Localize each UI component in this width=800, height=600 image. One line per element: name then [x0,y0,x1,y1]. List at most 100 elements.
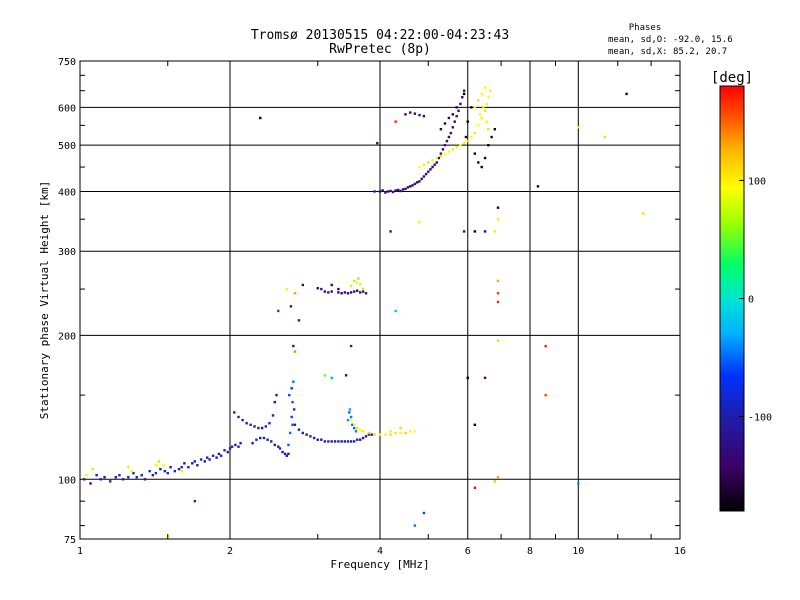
data-point [464,135,468,139]
data-point [443,122,447,125]
data-point [642,212,645,215]
data-point [577,126,580,129]
data-point [193,499,197,503]
data-point [337,291,340,294]
data-point [330,440,333,443]
data-point [297,428,301,431]
data-point [237,415,240,419]
data-point [348,411,351,414]
data-point [399,189,402,193]
data-point [355,438,359,441]
data-point [103,476,106,479]
data-point [355,281,359,284]
data-point [477,99,480,102]
data-point [316,287,319,290]
data-point [536,185,540,188]
data-point [389,430,392,433]
data-point [404,187,407,191]
data-point [166,471,169,475]
data-point [364,292,368,295]
data-point [83,478,86,481]
data-point [289,305,293,308]
data-point [462,92,466,96]
data-point [127,476,130,479]
data-point [260,426,264,430]
data-point [349,284,353,287]
data-point [441,148,445,151]
data-point [239,441,242,445]
data-point [226,450,230,454]
data-point [349,291,353,294]
data-point [241,418,244,422]
data-point [473,131,477,135]
data-point [180,469,183,473]
data-point [361,290,365,293]
data-point [603,135,606,139]
data-point [233,411,236,414]
data-point [151,473,155,477]
data-point [443,143,447,147]
data-point [268,422,271,425]
data-point [439,152,443,155]
chart-title: Tromsø 20130515 04:22:00-04:23:43 [251,28,509,43]
data-point [373,190,376,193]
data-point [473,423,477,427]
data-point [154,471,158,475]
data-point [473,106,477,109]
colorbar-tick-label: 100 [748,176,766,187]
data-point [435,156,438,160]
data-point [180,465,183,469]
data-point [496,339,500,342]
data-point [496,279,500,283]
data-point [251,441,254,445]
chart-subtitle: RwPretec (8p) [329,42,431,57]
data-point [193,460,197,463]
data-point [378,433,382,436]
data-point [292,344,295,348]
data-point [480,116,483,120]
y-tick-label: 400 [58,187,76,198]
phase-stats-x: mean, sd,X: 85.2, 20.7 [608,47,727,57]
data-point [399,431,402,435]
x-tick-label: 2 [227,546,233,557]
data-point [292,380,295,383]
data-point [346,292,350,295]
y-tick-label: 600 [58,103,76,114]
data-point [473,486,477,489]
data-point [461,95,464,99]
data-point [183,462,186,465]
data-point [340,292,343,295]
data-point [349,415,353,419]
data-point [278,447,282,450]
data-point [447,116,451,120]
data-point [277,309,280,313]
data-point [470,106,473,109]
data-point [373,433,376,436]
data-point [457,109,460,113]
data-point [275,393,278,397]
data-point [266,438,269,441]
data-point [358,438,362,441]
y-tick-label: 200 [58,331,76,342]
data-point [394,120,397,123]
data-point [409,185,412,188]
data-point [485,120,488,123]
data-point [270,440,273,443]
data-point [173,469,177,473]
data-point [496,476,500,479]
data-point [361,430,365,433]
data-point [118,473,121,477]
data-point [349,344,353,348]
data-point [277,445,280,448]
data-point [487,127,490,131]
data-point [453,120,456,123]
data-point [429,168,432,171]
data-point [431,159,434,162]
data-point [297,319,301,322]
data-point [333,440,337,443]
data-point [208,458,211,461]
y-tick-label: 75 [64,535,76,546]
data-point [285,287,288,291]
data-point [290,415,293,419]
data-point [415,181,419,184]
